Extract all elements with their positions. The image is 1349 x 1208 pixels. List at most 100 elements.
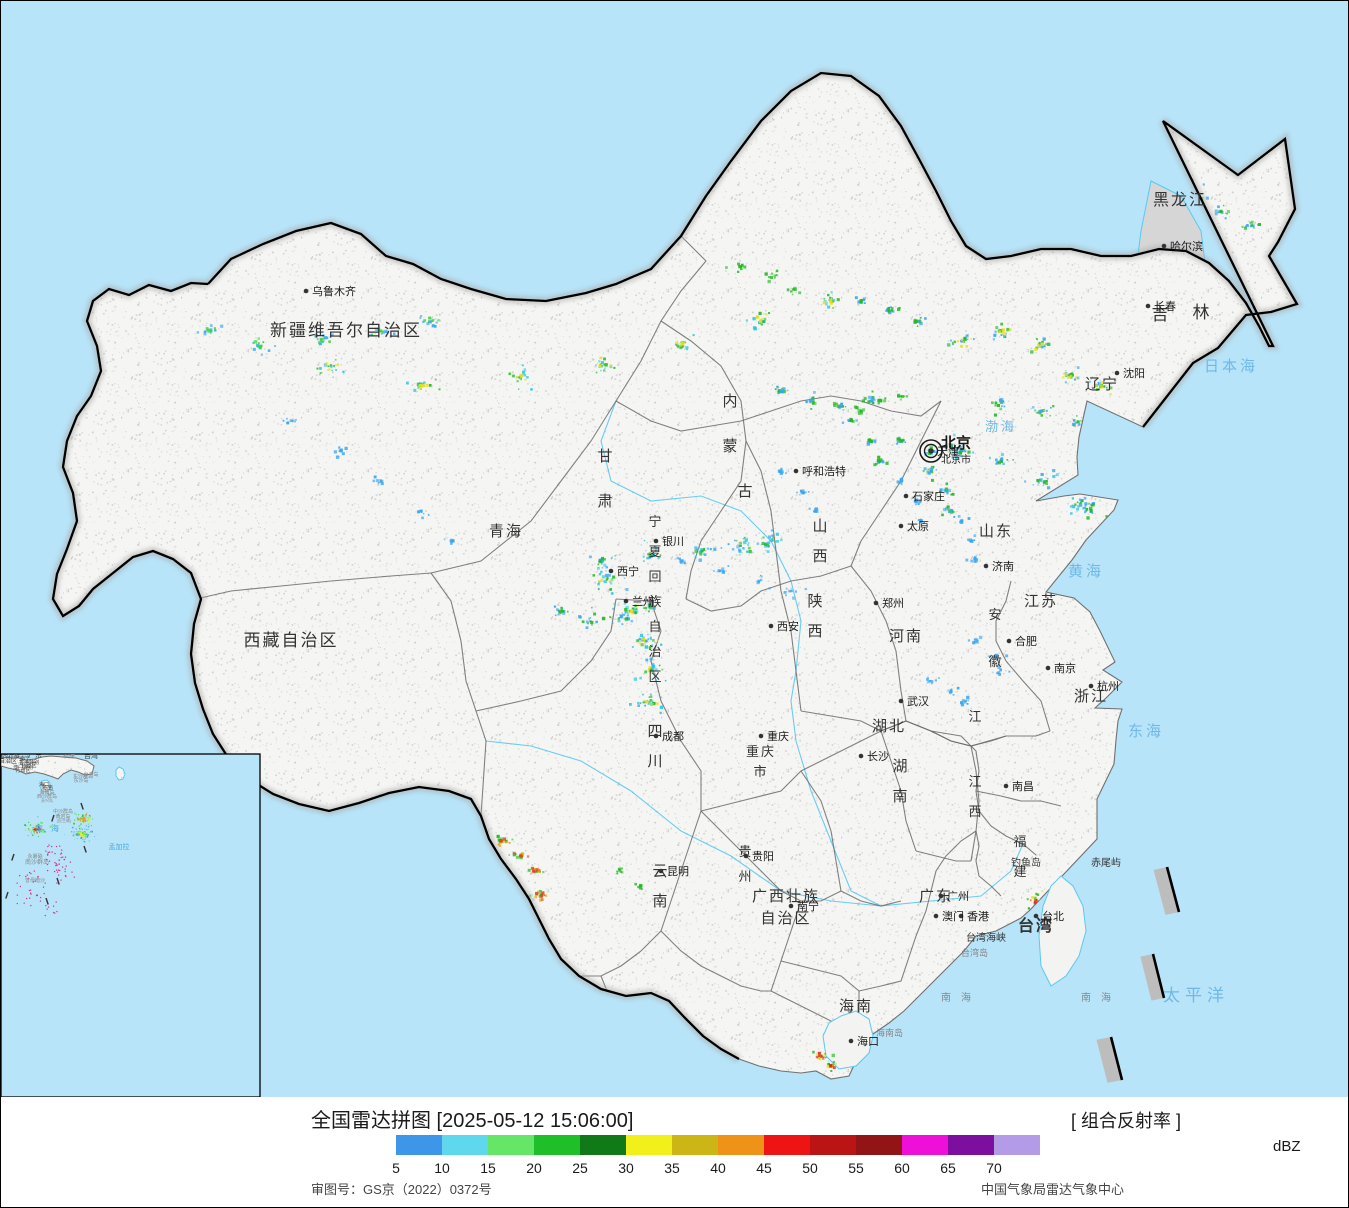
svg-text:黄海: 黄海 xyxy=(1068,563,1104,580)
svg-text:自: 自 xyxy=(648,619,663,634)
svg-text:福: 福 xyxy=(1013,834,1028,849)
svg-text:渤海: 渤海 xyxy=(985,419,1017,434)
svg-text:济南: 济南 xyxy=(992,559,1014,573)
svg-text:台湾岛: 台湾岛 xyxy=(961,947,988,958)
svg-text:60: 60 xyxy=(894,1160,910,1176)
svg-text:审图号：GS京（2022）0372号: 审图号：GS京（2022）0372号 xyxy=(311,1182,492,1197)
svg-text:南: 南 xyxy=(652,893,669,910)
svg-text:长沙: 长沙 xyxy=(867,750,889,763)
svg-text:⬩: ⬩ xyxy=(71,870,73,876)
svg-text:湖: 湖 xyxy=(892,758,909,775)
svg-text:山东: 山东 xyxy=(979,523,1013,540)
svg-text:南 海: 南 海 xyxy=(941,991,971,1004)
svg-text:⬩: ⬩ xyxy=(58,857,60,863)
svg-text:古: 古 xyxy=(737,483,754,500)
svg-text:重庆: 重庆 xyxy=(767,729,789,743)
svg-text:⬩: ⬩ xyxy=(47,850,49,856)
svg-text:赤尾屿: 赤尾屿 xyxy=(1091,857,1121,869)
svg-text:⬩: ⬩ xyxy=(16,892,18,898)
svg-text:⬩: ⬩ xyxy=(44,913,46,919)
svg-text:dBZ: dBZ xyxy=(1273,1138,1301,1155)
svg-text:山: 山 xyxy=(812,518,829,535)
svg-text:西: 西 xyxy=(807,623,824,640)
svg-text:州: 州 xyxy=(738,869,753,884)
svg-text:宁: 宁 xyxy=(648,514,663,529)
svg-text:曾母暗沙: 曾母暗沙 xyxy=(25,877,45,884)
svg-text:内: 内 xyxy=(722,393,739,410)
svg-text:⬩: ⬩ xyxy=(73,875,75,881)
svg-text:成都: 成都 xyxy=(662,730,684,743)
svg-text:⬩: ⬩ xyxy=(47,868,49,874)
svg-text:⬩: ⬩ xyxy=(26,896,28,902)
svg-text:香港: 香港 xyxy=(967,910,989,923)
svg-text:⬩: ⬩ xyxy=(56,909,58,915)
svg-text:贵阳: 贵阳 xyxy=(752,850,774,863)
svg-text:广州: 广州 xyxy=(947,890,969,903)
svg-text:天津: 天津 xyxy=(937,445,959,458)
svg-text:⬩: ⬩ xyxy=(47,844,49,850)
svg-text:南 海: 南 海 xyxy=(35,823,59,833)
svg-text:孟加拉: 孟加拉 xyxy=(109,842,130,851)
svg-text:陕: 陕 xyxy=(807,593,824,610)
svg-text:海南岛: 海南岛 xyxy=(876,1027,903,1038)
svg-text:日本海: 日本海 xyxy=(1204,358,1258,375)
svg-text:银川: 银川 xyxy=(662,534,684,548)
svg-text:20: 20 xyxy=(526,1160,542,1176)
svg-text:25: 25 xyxy=(572,1160,588,1176)
svg-text:南京: 南京 xyxy=(1054,661,1076,675)
svg-text:沈阳: 沈阳 xyxy=(1123,366,1145,380)
svg-text:永暑硇: 永暑硇 xyxy=(27,853,42,860)
svg-text:⬩: ⬩ xyxy=(60,877,62,883)
svg-text:呼和浩特: 呼和浩特 xyxy=(802,464,846,478)
svg-text:钓鱼岛: 钓鱼岛 xyxy=(1011,856,1041,869)
svg-text:⬩: ⬩ xyxy=(60,851,62,857)
svg-text:⬩: ⬩ xyxy=(40,899,42,905)
svg-text:东海: 东海 xyxy=(1128,723,1164,740)
svg-text:45: 45 xyxy=(756,1160,772,1176)
svg-text:[ 组合反射率 ]: [ 组合反射率 ] xyxy=(1071,1111,1181,1131)
svg-text:⬩: ⬩ xyxy=(33,868,35,874)
svg-text:哈尔滨: 哈尔滨 xyxy=(1170,239,1203,253)
svg-text:澳门: 澳门 xyxy=(942,909,964,923)
svg-text:⬩: ⬩ xyxy=(51,844,53,850)
svg-text:兰州: 兰州 xyxy=(632,595,654,608)
svg-text:回: 回 xyxy=(648,569,663,584)
svg-text:重庆: 重庆 xyxy=(746,744,776,759)
svg-text:⬩: ⬩ xyxy=(43,891,45,897)
svg-text:30: 30 xyxy=(618,1160,634,1176)
svg-text:青海: 青海 xyxy=(489,523,523,540)
svg-text:70: 70 xyxy=(986,1160,1002,1176)
svg-text:⬩: ⬩ xyxy=(56,868,58,874)
svg-text:40: 40 xyxy=(710,1160,726,1176)
svg-text:江苏: 江苏 xyxy=(1024,593,1058,610)
svg-text:甘: 甘 xyxy=(597,448,614,465)
svg-text:15: 15 xyxy=(480,1160,496,1176)
svg-text:⬩: ⬩ xyxy=(20,884,22,890)
svg-text:⬩: ⬩ xyxy=(43,884,45,890)
svg-text:安: 安 xyxy=(988,607,1003,622)
svg-text:中国气象局雷达气象中心: 中国气象局雷达气象中心 xyxy=(981,1182,1124,1197)
svg-text:湖北: 湖北 xyxy=(872,718,906,735)
svg-text:50: 50 xyxy=(802,1160,818,1176)
svg-text:昆明: 昆明 xyxy=(667,865,689,878)
svg-text:太平洋: 太平洋 xyxy=(1163,986,1229,1005)
svg-text:⬩: ⬩ xyxy=(23,901,25,907)
svg-text:南宁: 南宁 xyxy=(797,899,819,913)
svg-text:西安: 西安 xyxy=(777,619,799,633)
svg-text:⬩: ⬩ xyxy=(19,873,21,879)
svg-text:台湾海峡: 台湾海峡 xyxy=(966,931,1006,944)
svg-text:新疆维吾尔自治区: 新疆维吾尔自治区 xyxy=(270,321,422,340)
svg-text:郑州: 郑州 xyxy=(882,596,904,610)
svg-text:西藏自治区: 西藏自治区 xyxy=(244,631,339,650)
svg-text:南 海: 南 海 xyxy=(1081,991,1111,1004)
svg-text:长春: 长春 xyxy=(1154,300,1176,313)
svg-text:西宁: 西宁 xyxy=(617,564,639,578)
svg-text:65: 65 xyxy=(940,1160,956,1176)
svg-text:⬩: ⬩ xyxy=(70,860,72,866)
svg-text:⬩: ⬩ xyxy=(16,881,18,887)
svg-text:⬩: ⬩ xyxy=(65,855,67,861)
svg-text:林: 林 xyxy=(1193,303,1212,322)
svg-text:10: 10 xyxy=(434,1160,450,1176)
svg-text:⬩: ⬩ xyxy=(30,871,32,877)
svg-text:江: 江 xyxy=(968,774,983,789)
